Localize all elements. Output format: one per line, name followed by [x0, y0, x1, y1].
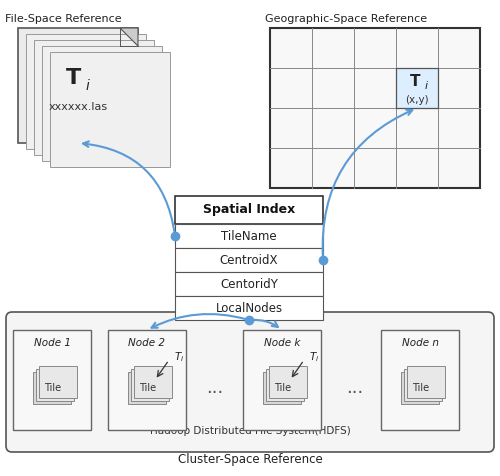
Polygon shape: [120, 28, 138, 46]
Bar: [401, 372, 439, 404]
Text: Node 1: Node 1: [34, 338, 70, 348]
Bar: [128, 372, 166, 404]
Bar: [269, 366, 307, 398]
Text: Node n: Node n: [402, 338, 438, 348]
Text: Hadoop Distributed File System(HDFS): Hadoop Distributed File System(HDFS): [150, 426, 350, 436]
Bar: [108, 330, 186, 430]
Text: CentroidX: CentroidX: [220, 254, 278, 267]
Text: ...: ...: [346, 379, 364, 397]
FancyBboxPatch shape: [6, 312, 494, 452]
Bar: [270, 28, 480, 188]
Text: Tile: Tile: [44, 383, 62, 393]
Text: i: i: [85, 79, 89, 92]
Bar: [263, 372, 301, 404]
Text: Spatial Index: Spatial Index: [203, 204, 295, 217]
Text: T: T: [66, 68, 80, 88]
Text: Node 2: Node 2: [128, 338, 166, 348]
Bar: [26, 34, 146, 149]
Bar: [134, 366, 172, 398]
Text: T: T: [410, 75, 420, 89]
Text: Cluster-Space Reference: Cluster-Space Reference: [178, 453, 322, 466]
Bar: [175, 248, 323, 272]
Bar: [131, 369, 169, 401]
Text: Tile: Tile: [140, 383, 156, 393]
Text: (x,y): (x,y): [405, 95, 429, 105]
Text: xxxxxx.las: xxxxxx.las: [48, 102, 108, 112]
Text: Tile: Tile: [412, 383, 430, 393]
Bar: [381, 330, 459, 430]
Bar: [34, 40, 154, 155]
Bar: [13, 330, 91, 430]
Bar: [404, 369, 442, 401]
Bar: [36, 369, 74, 401]
Bar: [407, 366, 445, 398]
Bar: [33, 372, 71, 404]
Bar: [175, 296, 323, 320]
Text: Geographic-Space Reference: Geographic-Space Reference: [265, 14, 427, 24]
Bar: [266, 369, 304, 401]
Bar: [39, 366, 77, 398]
Text: CentoridY: CentoridY: [220, 278, 278, 290]
Text: File-Space Reference: File-Space Reference: [5, 14, 121, 24]
Bar: [175, 196, 323, 224]
Text: $T_i$: $T_i$: [174, 350, 184, 364]
Text: ...: ...: [206, 379, 224, 397]
Text: Tile: Tile: [274, 383, 291, 393]
Bar: [243, 330, 321, 430]
Text: TileName: TileName: [221, 229, 277, 242]
Text: Node k: Node k: [264, 338, 300, 348]
Text: i: i: [424, 81, 428, 91]
Bar: [18, 28, 138, 143]
Bar: [175, 224, 323, 248]
Text: $T_i$: $T_i$: [309, 350, 320, 364]
Bar: [42, 46, 162, 161]
Text: LocalNodes: LocalNodes: [216, 301, 282, 315]
Bar: [396, 68, 438, 108]
Bar: [50, 52, 170, 167]
Bar: [175, 272, 323, 296]
